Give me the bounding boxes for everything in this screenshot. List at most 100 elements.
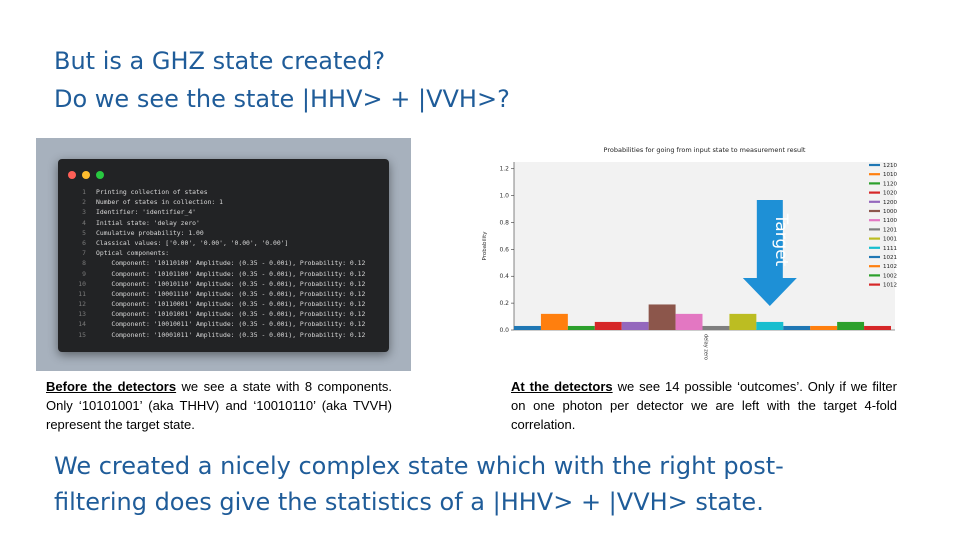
summary-line-2: filtering does give the statistics of a … xyxy=(54,488,764,516)
legend-label: 1021 xyxy=(883,255,897,261)
legend-label: 1002 xyxy=(883,273,897,279)
code-line: 9 Component: '10101100' Amplitude: (0.35… xyxy=(68,269,383,279)
code-line-number: 5 xyxy=(82,228,86,237)
code-line: 14 Component: '10010011' Amplitude: (0.3… xyxy=(68,319,383,329)
slide-title: But is a GHZ state created? Do we see th… xyxy=(54,42,914,118)
code-line-text: Component: '10001011' Amplitude: (0.35 -… xyxy=(96,330,366,339)
legend-label: 1001 xyxy=(883,237,897,243)
code-line-text: Component: '10010110' Amplitude: (0.35 -… xyxy=(96,279,366,288)
code-line: 12 Component: '10110001' Amplitude: (0.3… xyxy=(68,299,383,309)
code-line-text: Optical components: xyxy=(96,249,170,258)
code-line-text: Initial state: 'delay zero' xyxy=(96,218,200,227)
slide-title-line-1: But is a GHZ state created? xyxy=(54,47,386,75)
legend-label: 1000 xyxy=(883,209,897,215)
code-line-number: 12 xyxy=(78,300,86,309)
legend-label: 1010 xyxy=(883,172,897,178)
code-line: 15 Component: '10001011' Amplitude: (0.3… xyxy=(68,330,383,340)
code-line-text: Component: '10001110' Amplitude: (0.35 -… xyxy=(96,289,366,298)
code-line: 7 Optical components: xyxy=(68,248,383,258)
code-line-number: 4 xyxy=(82,218,86,227)
legend-label: 1102 xyxy=(883,264,897,270)
bar-1120 xyxy=(567,325,595,330)
y-axis-label: Probability xyxy=(482,231,488,261)
code-line-number: 2 xyxy=(82,198,86,207)
y-tick-label: 0.8 xyxy=(499,219,509,226)
code-line: 13 Component: '10101001' Amplitude: (0.3… xyxy=(68,309,383,319)
bar-1210 xyxy=(514,325,541,330)
legend-label: 1012 xyxy=(883,283,897,289)
code-line: 3 Identifier: 'identifier_4' xyxy=(68,207,383,217)
caption-at-detectors-lead: At the detectors xyxy=(511,379,613,394)
legend-label: 1120 xyxy=(883,181,897,187)
code-line: 2 Number of states in collection: 1 xyxy=(68,197,383,207)
code-line-number: 1 xyxy=(82,188,86,196)
code-window: 1 Printing collection of states 2 Number of… xyxy=(58,159,389,352)
code-line-number: 11 xyxy=(78,289,86,298)
code-line-number: 15 xyxy=(78,330,86,339)
slide-title-line-2: Do we see the state |HHV> + |VVH>? xyxy=(54,85,510,113)
code-line-number: 14 xyxy=(78,320,86,329)
code-line-number: 13 xyxy=(78,310,86,319)
code-line-text: Number of states in collection: 1 xyxy=(96,198,223,207)
code-line-text: Printing collection of states xyxy=(96,188,208,196)
code-line: 6 Classical values: ['0.00', '0.00', '0.0… xyxy=(68,238,383,248)
code-line: 8 Component: '10110100' Amplitude: (0.35… xyxy=(68,258,383,268)
caption-at-detectors: At the detectors we see 14 possible ‘out… xyxy=(511,377,897,434)
bar-1000 xyxy=(648,304,676,330)
caption-before-detectors: Before the detectors we see a state with… xyxy=(46,377,392,434)
code-line: 1 Printing collection of states xyxy=(68,187,383,197)
target-arrow-icon xyxy=(742,200,797,306)
code-line-number: 10 xyxy=(78,279,86,288)
legend-label: 1100 xyxy=(883,218,897,224)
caption-at-detectors-text: we see 14 possible ‘outcomes’. Only if w… xyxy=(511,379,897,432)
bar-1010 xyxy=(540,313,568,330)
y-tick-label: 1.2 xyxy=(499,166,509,173)
code-line: 5 Cumulative probability: 1.00 xyxy=(68,228,383,238)
bar-1201 xyxy=(702,325,730,330)
plot-area xyxy=(514,162,895,330)
code-line-text: Component: '10101001' Amplitude: (0.35 -… xyxy=(96,310,366,319)
target-label: Target xyxy=(771,213,791,267)
chart-title: Probabilities for going from input state… xyxy=(604,146,806,154)
caption-before-detectors-lead: Before the detectors xyxy=(46,379,177,394)
legend-label: 1201 xyxy=(883,227,897,233)
code-line-text: Classical values: ['0.00', '0.00', '0.00… xyxy=(96,238,289,247)
bar-1002 xyxy=(837,321,865,330)
legend-label: 1200 xyxy=(883,200,897,206)
legend-label: 1210 xyxy=(883,163,897,169)
legend-label: 1111 xyxy=(883,246,897,252)
bar-1200 xyxy=(621,321,649,330)
code-line-text: Component: '10110100' Amplitude: (0.35 -… xyxy=(96,259,366,268)
code-line-number: 6 xyxy=(82,238,86,247)
code-line-text: Component: '10101100' Amplitude: (0.35 -… xyxy=(96,269,366,278)
y-tick-label: 1.0 xyxy=(499,193,509,200)
close-dot-icon xyxy=(68,171,76,179)
bar-1001 xyxy=(729,313,757,330)
code-lines: 1 Printing collection of states 2 Number of… xyxy=(68,187,383,340)
y-tick-label: 0.4 xyxy=(499,273,509,280)
bar-1021 xyxy=(783,325,811,330)
code-line: 4 Initial state: 'delay zero' xyxy=(68,218,383,228)
bar-1100 xyxy=(675,313,703,330)
code-line: 10 Component: '10010110' Amplitude: (0.3… xyxy=(68,279,383,289)
maximize-dot-icon xyxy=(96,171,104,179)
code-screenshot: 1 Printing collection of states 2 Number of… xyxy=(36,138,411,371)
x-tick-label: delay zero xyxy=(703,334,709,360)
code-line-number: 3 xyxy=(82,208,86,217)
minimize-dot-icon xyxy=(82,171,90,179)
code-line-text: Component: '10110001' Amplitude: (0.35 -… xyxy=(96,300,366,309)
code-line-number: 7 xyxy=(82,249,86,258)
code-line: 11 Component: '10001110' Amplitude: (0.3… xyxy=(68,289,383,299)
bar-1111 xyxy=(756,321,784,330)
caption-before-detectors-text: we see a state with 8 components. Only ‘… xyxy=(46,379,392,432)
legend-label: 1020 xyxy=(883,191,897,197)
y-tick-label: 0.2 xyxy=(499,300,509,307)
y-tick-label: 0.6 xyxy=(499,246,509,253)
code-line-number: 9 xyxy=(82,269,86,278)
code-line-text: Component: '10010011' Amplitude: (0.35 -… xyxy=(96,320,366,329)
code-line-text: Identifier: 'identifier_4' xyxy=(96,208,197,217)
summary-text: We created a nicely complex state which … xyxy=(54,448,914,520)
code-line-text: Cumulative probability: 1.00 xyxy=(96,228,204,237)
bar-1102 xyxy=(810,325,838,330)
bar-1012 xyxy=(864,325,891,330)
